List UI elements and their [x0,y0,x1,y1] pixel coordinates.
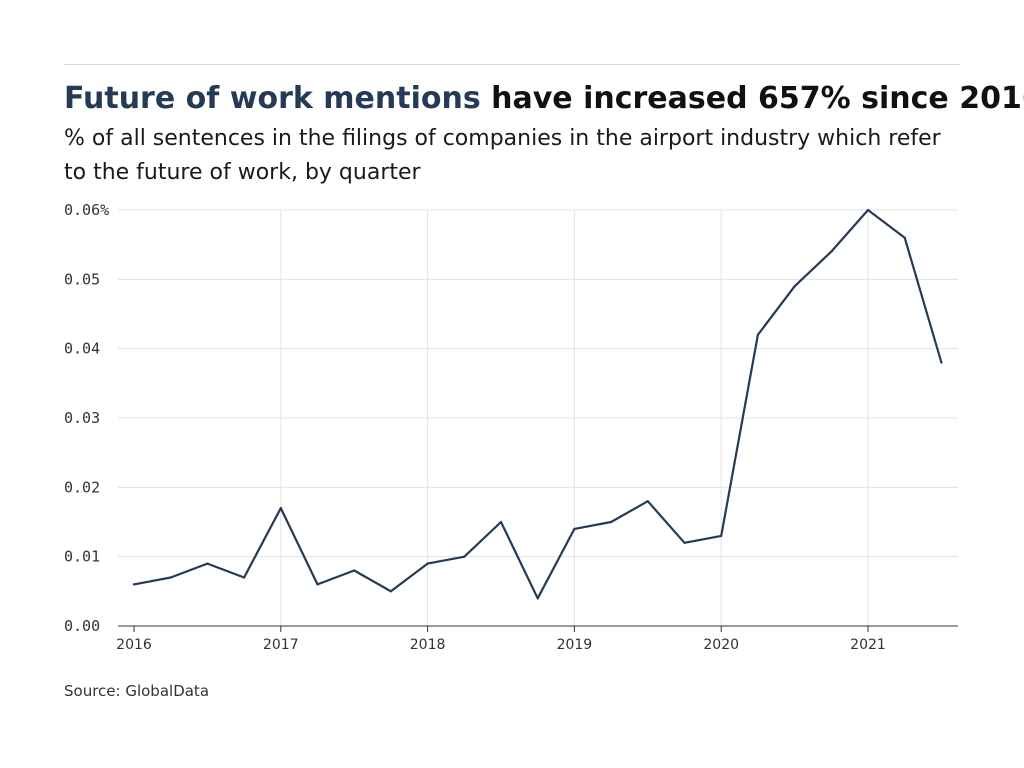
x-tick-label: 2018 [410,637,446,653]
series-line [132,208,943,600]
y-tick-label: 0.01 [64,548,100,566]
source-note: Source: GlobalData [64,682,210,700]
y-tick-label: 0.00 [64,617,100,635]
grid-layer [118,209,958,626]
data-point [132,583,136,586]
data-point [830,250,833,253]
x-tick-label: 2020 [703,637,739,653]
data-point [720,534,723,537]
data-point [206,562,209,565]
data-point [279,507,282,510]
chart-title: Future of work mentions have increased 6… [64,80,1024,118]
x-tick-label: 2016 [116,637,152,653]
y-tick-label: 0.03 [64,409,100,427]
data-point [316,583,319,586]
data-point [793,285,796,288]
y-tick-label: 0.06% [64,201,109,219]
data-point [463,555,466,558]
data-point [573,527,576,531]
x-tick-label: 2021 [850,637,886,653]
data-point [169,576,172,579]
data-point [499,520,503,524]
chart-subtitle: % of all sentences in the filings of com… [64,126,941,185]
chart-title-rest: have increased 657% since 2016 [491,81,1024,116]
data-point [683,541,686,544]
series-layer [132,208,943,600]
data-point [353,569,356,572]
data-point [610,520,613,524]
x-tick-label: 2017 [263,637,299,653]
data-point [536,597,539,600]
data-point [389,590,392,593]
data-point [866,208,870,212]
data-point [940,361,943,364]
chart-title-highlight: Future of work mentions [64,81,481,116]
data-point [243,576,246,579]
x-tick-label: 2019 [557,637,593,653]
data-point [903,236,906,239]
y-tick-label: 0.04 [64,340,100,358]
data-point [646,500,649,503]
axis-layer: 0.00 0.01 0.02 0.03 0.04 0.05 0.06% 2016 2017 201… [64,201,958,653]
y-tick-label: 0.02 [64,478,100,496]
data-point [426,562,429,565]
top-divider [64,64,960,65]
y-tick-label: 0.05 [64,270,100,288]
data-point [756,333,760,336]
